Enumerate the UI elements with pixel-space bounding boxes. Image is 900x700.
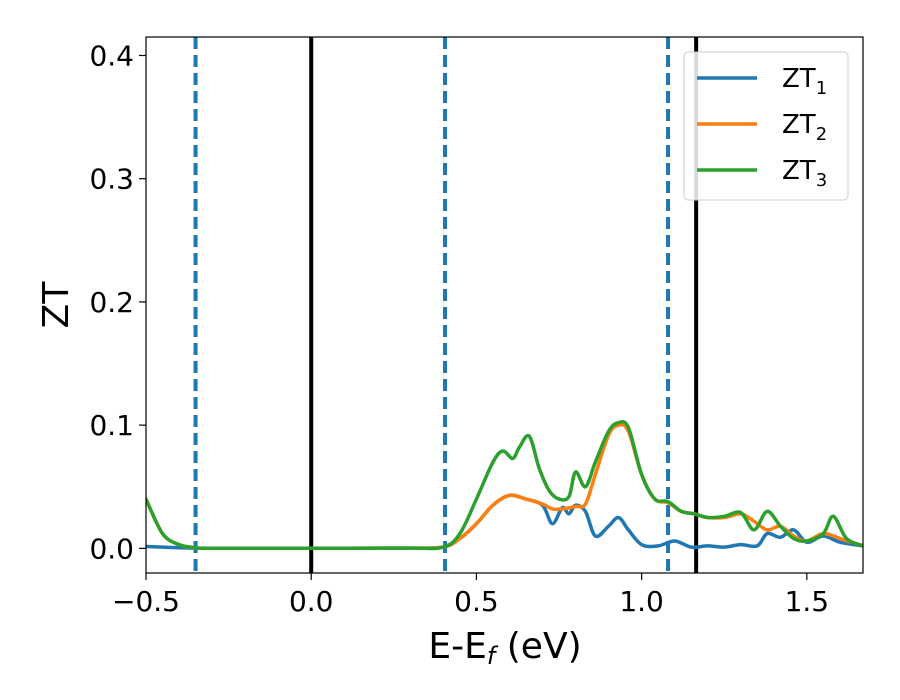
legend-label-1: ZT1 xyxy=(782,64,827,99)
x-tick-label-3: 1.0 xyxy=(619,585,664,618)
y-tick-label-3: 0.3 xyxy=(89,163,134,196)
x-tick-label-0: −0.5 xyxy=(112,585,180,618)
x-axis-label: E-Ef (eV) xyxy=(428,626,581,670)
y-axis-label: ZT xyxy=(36,281,77,329)
legend-label-main-1: ZT xyxy=(782,64,816,94)
x-tick-label-1: 0.0 xyxy=(289,585,334,618)
legend-label-main-2: ZT xyxy=(782,110,816,140)
y-tick-label-4: 0.4 xyxy=(89,39,134,72)
legend-label-3: ZT3 xyxy=(782,156,827,191)
legend-label-2: ZT2 xyxy=(782,110,827,145)
legend-label-sub-3: 3 xyxy=(816,170,827,191)
x-axis-label-unit: (eV) xyxy=(495,626,581,667)
legend-label-sub-1: 1 xyxy=(816,78,827,99)
x-axis: −0.5 0.0 0.5 1.0 1.5 xyxy=(112,573,829,618)
series-line-3 xyxy=(146,419,863,551)
y-tick-label-1: 0.1 xyxy=(89,409,134,442)
x-tick-label-4: 1.5 xyxy=(785,585,830,618)
y-tick-label-2: 0.2 xyxy=(89,286,134,319)
x-axis-label-main: E-E xyxy=(428,626,486,667)
series-lines xyxy=(146,419,863,551)
legend-label-sub-2: 2 xyxy=(816,124,827,145)
legend-label-main-3: ZT xyxy=(782,156,816,186)
y-axis: 0.0 0.1 0.2 0.3 0.4 xyxy=(89,39,146,565)
y-tick-label-0: 0.0 xyxy=(89,532,134,565)
plot-frame xyxy=(145,36,864,574)
legend-frame xyxy=(683,51,849,201)
x-tick-label-2: 0.5 xyxy=(454,585,499,618)
